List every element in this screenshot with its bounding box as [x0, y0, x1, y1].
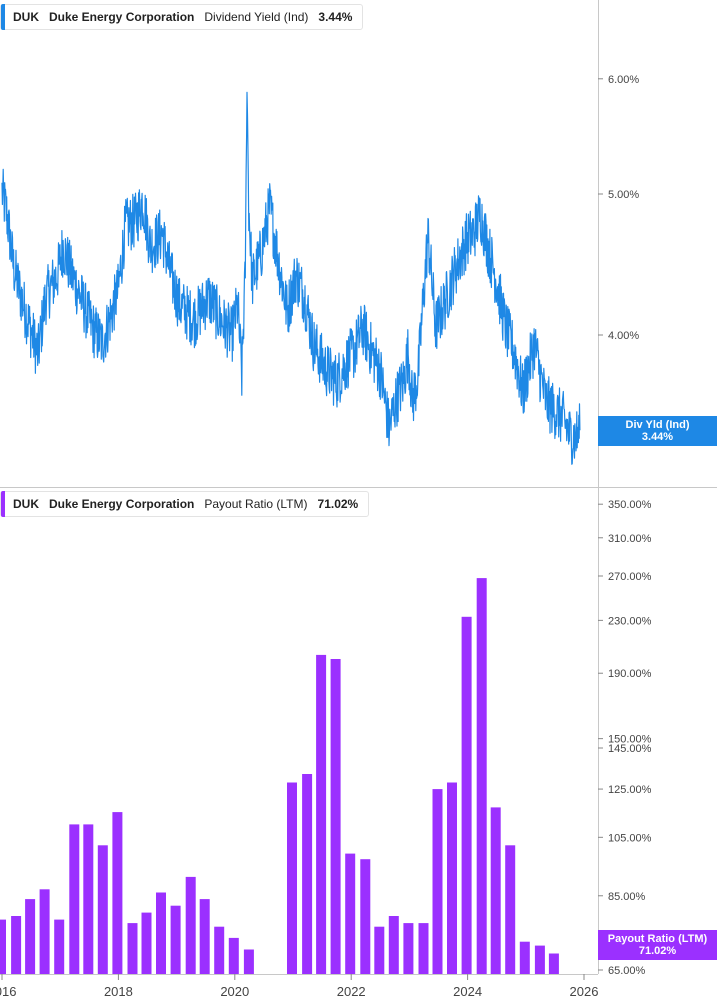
bottom-legend-color-bar — [1, 491, 5, 517]
bottom-legend-value: 71.02% — [317, 497, 359, 511]
payout-ratio-bar — [112, 812, 123, 974]
top-legend-ticker: DUK — [13, 10, 39, 24]
bottom-y-tick-label: 270.00% — [608, 571, 652, 583]
bottom-y-tick-label: 190.00% — [608, 668, 652, 680]
payout-ratio-bar — [519, 941, 530, 974]
x-tick-label: 2026 — [570, 984, 599, 999]
bottom-current-value-badge: Payout Ratio (LTM) 71.02% — [598, 930, 717, 960]
payout-ratio-bar — [476, 578, 487, 974]
payout-ratio-bar — [83, 824, 94, 974]
x-tick-label: 2018 — [104, 984, 133, 999]
payout-ratio-bar — [11, 916, 22, 974]
bottom-y-tick-label: 145.00% — [608, 743, 652, 755]
bottom-badge-label: Payout Ratio (LTM) — [607, 933, 708, 945]
payout-ratio-bar — [432, 789, 443, 974]
payout-ratio-bar — [374, 926, 385, 974]
payout-ratio-bar — [534, 945, 545, 974]
payout-ratio-bar — [185, 876, 196, 974]
top-badge-label: Div Yld (Ind) — [625, 419, 690, 431]
x-tick-label: 2020 — [220, 984, 249, 999]
payout-ratio-bar — [345, 853, 356, 974]
bottom-legend-metric: Payout Ratio (LTM) — [204, 497, 308, 511]
bottom-badge-value: 71.02% — [638, 945, 677, 957]
top-legend-value: 3.44% — [318, 10, 353, 24]
payout-ratio-bar — [505, 845, 516, 974]
payout-ratio-bar — [156, 892, 166, 974]
payout-ratio-bar — [228, 937, 239, 974]
x-tick-label: 2022 — [337, 984, 366, 999]
payout-ratio-bar — [97, 845, 108, 974]
dividend-yield-line — [1, 91, 581, 465]
payout-ratio-bar — [403, 923, 414, 974]
bottom-y-tick-label: 230.00% — [608, 615, 652, 627]
top-y-tick-label: 6.00% — [608, 74, 639, 86]
payout-ratio-bar — [25, 899, 36, 974]
bottom-legend-ticker: DUK — [13, 497, 39, 511]
payout-ratio-bar — [447, 782, 457, 974]
payout-ratio-bar — [418, 923, 429, 974]
payout-ratio-bar — [141, 912, 152, 974]
top-y-tick-label: 5.00% — [608, 189, 639, 201]
x-tick-label: 2024 — [453, 984, 482, 999]
bottom-y-tick-label: 105.00% — [608, 832, 652, 844]
payout-ratio-bar — [287, 782, 297, 974]
bottom-legend-company: Duke Energy Corporation — [49, 497, 195, 511]
top-legend-color-bar — [1, 4, 5, 30]
payout-ratio-bar — [316, 654, 327, 974]
bottom-y-tick-label: 125.00% — [608, 784, 652, 796]
payout-ratio-bar — [170, 905, 181, 974]
payout-ratio-bar — [243, 949, 254, 974]
payout-ratio-bar — [214, 926, 225, 974]
top-current-value-badge: Div Yld (Ind) 3.44% — [598, 416, 717, 446]
payout-ratio-bar — [127, 923, 138, 974]
bottom-y-tick-label: 85.00% — [608, 891, 646, 903]
top-y-tick-label: 4.00% — [608, 330, 639, 342]
x-tick-label: 2016 — [0, 984, 16, 999]
payout-ratio-bar — [199, 899, 210, 974]
payout-ratio-bar — [388, 916, 399, 974]
bottom-legend: DUK Duke Energy Corporation Payout Ratio… — [0, 491, 370, 517]
top-legend-metric: Dividend Yield (Ind) — [204, 10, 309, 24]
payout-ratio-bar — [490, 807, 501, 974]
payout-ratio-bar — [330, 659, 341, 974]
top-legend-company: Duke Energy Corporation — [49, 10, 195, 24]
payout-ratio-bar — [39, 889, 50, 974]
payout-ratio-bar — [54, 919, 65, 974]
payout-ratio-bar — [302, 774, 313, 974]
payout-ratio-bar — [461, 616, 472, 974]
payout-ratio-bar — [548, 953, 559, 974]
payout-ratio-bar — [360, 859, 371, 974]
top-badge-value: 3.44% — [641, 431, 674, 443]
bottom-y-tick-label: 65.00% — [608, 965, 646, 977]
bottom-y-tick-label: 350.00% — [608, 499, 652, 511]
bottom-y-tick-label: 310.00% — [608, 533, 652, 545]
payout-ratio-bar — [69, 824, 80, 974]
payout-ratio-bar — [0, 919, 6, 974]
top-legend: DUK Duke Energy Corporation Dividend Yie… — [0, 4, 364, 30]
bottom-y-tick-label: 150.00% — [608, 734, 652, 746]
